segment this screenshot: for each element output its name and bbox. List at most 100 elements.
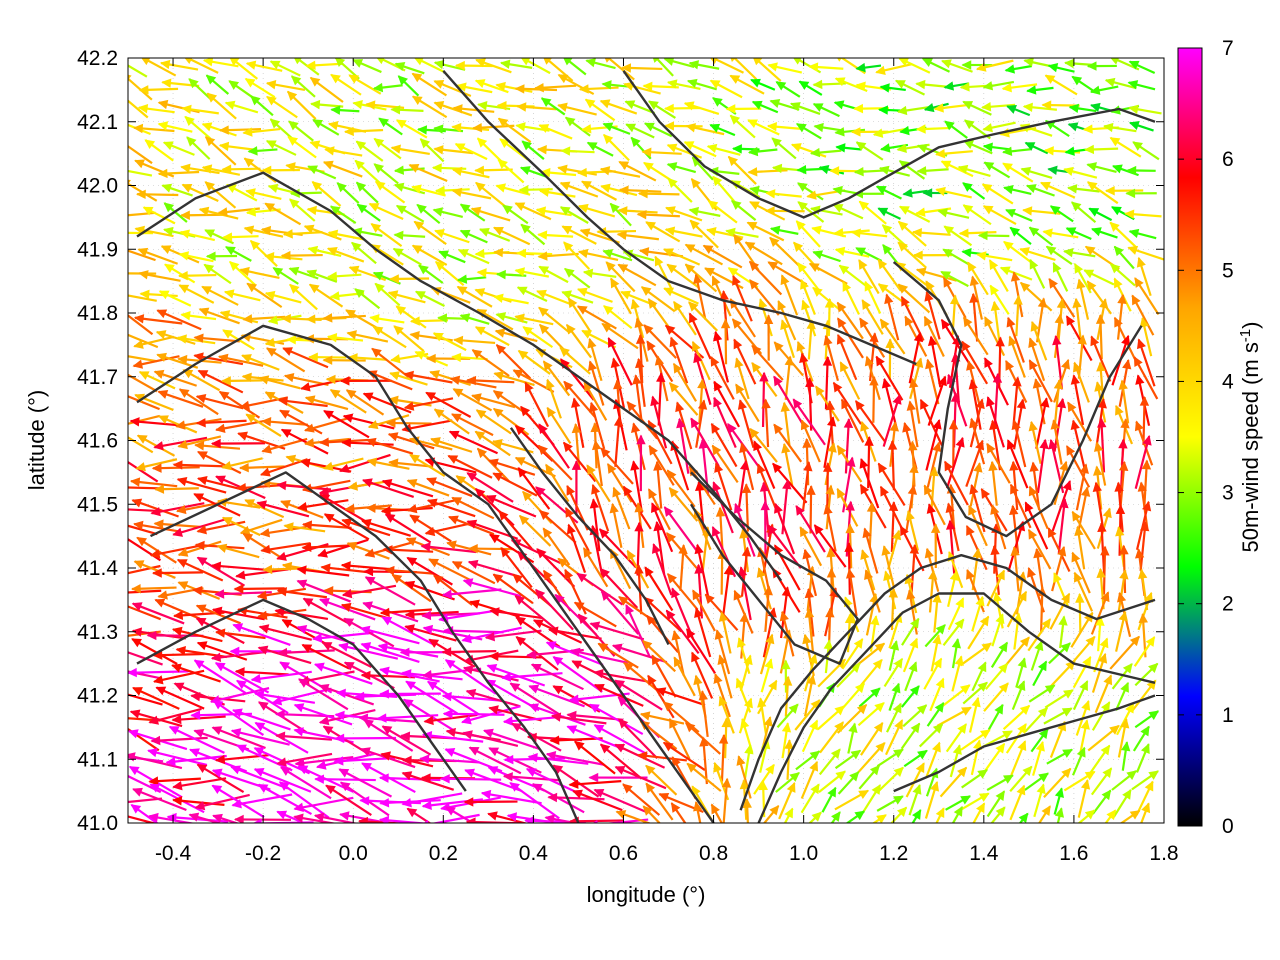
wind-arrow [858, 764, 880, 790]
x-ticks: -0.4 -0.2 0.0 0.2 0.4 0.6 0.8 1.0 1.2 1.4 1.6 1.8 [155, 58, 1179, 865]
wind-arrow [668, 382, 699, 416]
wind-arrow [823, 504, 837, 552]
wind-arrow [1052, 261, 1069, 292]
wind-arrow [1111, 770, 1137, 791]
wind-arrow [276, 587, 328, 599]
wind-arrow [603, 134, 630, 162]
wind-arrow [369, 314, 405, 324]
wind-arrow [1077, 809, 1096, 823]
wind-arrow [1065, 315, 1093, 362]
wind-arrow [748, 260, 783, 296]
wind-arrow [783, 807, 794, 823]
wind-arrow [128, 727, 160, 752]
wind-arrow [165, 754, 227, 767]
wind-arrow [329, 388, 367, 414]
wind-arrow [131, 498, 179, 518]
wind-arrow [651, 654, 677, 698]
wind-arrow [1036, 438, 1049, 494]
wind-arrow [520, 58, 551, 75]
wind-arrow [1082, 124, 1119, 134]
wind-arrow [451, 122, 490, 133]
x-tick-label: 1.0 [789, 842, 818, 865]
wind-arrow [737, 399, 755, 448]
wind-arrow [186, 136, 211, 160]
wind-arrow [757, 679, 778, 715]
wind-arrow [650, 395, 668, 449]
wind-arrow [972, 802, 986, 823]
wind-arrow [459, 313, 490, 325]
wind-arrow [210, 438, 266, 449]
wind-arrow [706, 143, 741, 156]
wind-arrow [900, 722, 921, 750]
wind-arrow [1072, 656, 1092, 689]
wind-arrow [256, 500, 310, 518]
wind-arrow [900, 685, 920, 708]
wind-arrow [514, 595, 559, 632]
wind-arrow [496, 101, 535, 111]
wind-arrow [1032, 660, 1048, 687]
wind-arrow [327, 271, 362, 281]
wind-arrow [475, 58, 512, 74]
wind-arrow [818, 748, 841, 776]
wind-arrow [860, 721, 884, 756]
wind-arrow [307, 165, 337, 180]
wind-arrow [850, 127, 889, 137]
wind-arrow [471, 393, 516, 409]
wind-arrow [948, 419, 959, 469]
wind-arrow [879, 318, 906, 355]
x-tick-label: 0.4 [519, 842, 549, 865]
wind-arrow [562, 441, 597, 483]
wind-arrow [573, 601, 617, 628]
wind-arrow [642, 640, 676, 673]
wind-arrow [306, 205, 345, 216]
wind-arrow [710, 803, 723, 823]
wind-arrow [283, 522, 326, 533]
wind-arrow [936, 706, 972, 727]
wind-arrow [734, 357, 750, 400]
wind-arrow [441, 647, 497, 657]
wind-arrow [128, 144, 153, 165]
wind-arrow [387, 290, 426, 304]
wind-arrow [875, 62, 913, 75]
y-tick-label: 41.5 [77, 493, 118, 516]
wind-arrow [1094, 674, 1113, 714]
wind-arrow [609, 202, 632, 227]
wind-arrow [857, 742, 886, 773]
wind-arrow [561, 225, 597, 245]
wind-arrow [941, 684, 971, 708]
wind-arrow [238, 462, 285, 473]
wind-arrow [1140, 802, 1151, 823]
wind-arrow [935, 148, 973, 159]
wind-arrow [171, 626, 223, 643]
wind-arrow [194, 441, 241, 451]
wind-arrow [153, 436, 208, 451]
wind-arrow [276, 810, 307, 823]
wind-arrow [780, 401, 791, 446]
wind-arrow [784, 739, 794, 780]
wind-arrow [663, 506, 699, 553]
wind-arrow [475, 409, 512, 435]
wind-arrow [1089, 85, 1119, 95]
wind-arrow [260, 542, 311, 555]
wind-arrow [395, 204, 425, 223]
wind-arrow [381, 479, 434, 498]
wind-arrow [888, 640, 900, 671]
wind-arrow [487, 811, 529, 823]
wind-arrow [599, 567, 639, 609]
wind-arrow [514, 313, 554, 326]
x-tick-label: -0.4 [155, 842, 192, 865]
wind-arrow [621, 63, 663, 73]
wind-arrow [217, 353, 264, 367]
wind-arrow [581, 180, 618, 201]
wind-arrow [746, 221, 785, 242]
wind-arrow [423, 813, 480, 823]
wind-arrow [862, 527, 879, 574]
wind-arrow [413, 220, 447, 246]
wind-arrow [1005, 723, 1027, 754]
wind-arrow [348, 74, 382, 95]
wind-arrow [128, 693, 163, 706]
colorbar-tick-label: 7 [1222, 37, 1234, 60]
wind-arrow [321, 641, 372, 668]
wind-arrow [781, 722, 792, 759]
wind-arrow [133, 560, 176, 579]
